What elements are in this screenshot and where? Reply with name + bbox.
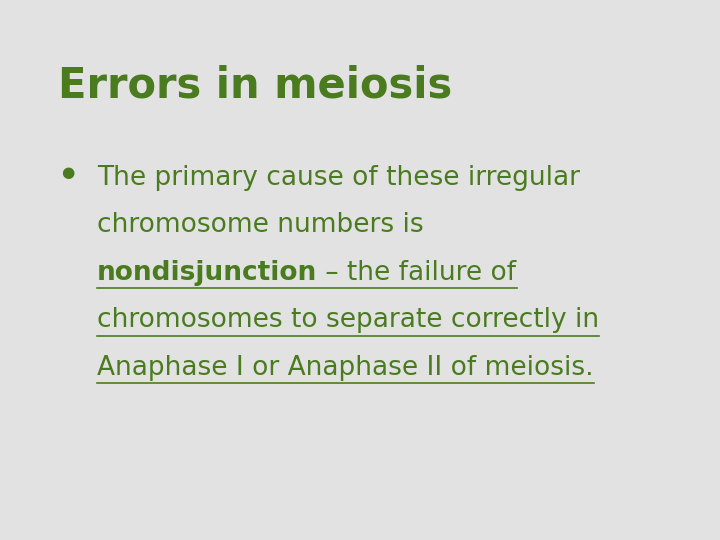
- Text: – the failure of: – the failure of: [318, 260, 516, 286]
- Text: Errors in meiosis: Errors in meiosis: [58, 65, 452, 107]
- Text: Anaphase I or Anaphase II of meiosis.: Anaphase I or Anaphase II of meiosis.: [97, 355, 594, 381]
- Text: The primary cause of these irregular: The primary cause of these irregular: [97, 165, 580, 191]
- Text: nondisjunction: nondisjunction: [97, 260, 318, 286]
- Text: ●: ●: [61, 165, 74, 180]
- Text: chromosome numbers is: chromosome numbers is: [97, 212, 424, 238]
- Text: chromosomes to separate correctly in: chromosomes to separate correctly in: [97, 307, 599, 333]
